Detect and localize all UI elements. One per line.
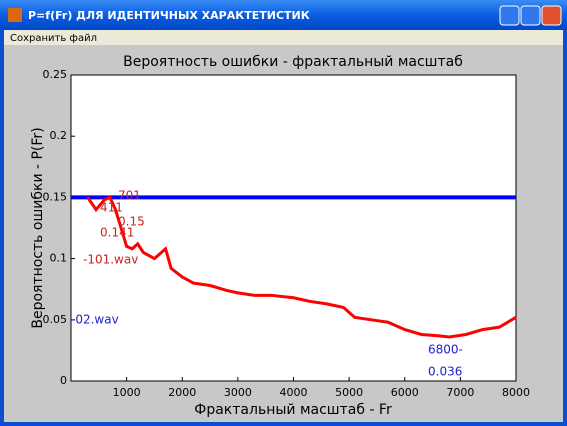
x-tick-label: 7000 bbox=[446, 386, 474, 399]
x-tick-label: 8000 bbox=[502, 386, 530, 399]
y-tick-label: 0.15 bbox=[43, 190, 68, 203]
x-tick-label: 3000 bbox=[224, 386, 252, 399]
y-tick-label: 0.25 bbox=[43, 68, 68, 81]
annotation: 701 bbox=[118, 189, 141, 203]
annotation: 0.141 bbox=[100, 226, 134, 240]
menu-item[interactable]: Сохранить файл bbox=[10, 33, 97, 44]
close-button[interactable] bbox=[541, 5, 562, 26]
minimize-button[interactable] bbox=[499, 5, 520, 26]
chart-title: Вероятность ошибки - фрактальный масштаб bbox=[123, 54, 463, 70]
x-axis-label: Фрактальный масштаб - Fr bbox=[194, 402, 392, 418]
annotation: -101.wav bbox=[83, 253, 138, 267]
annotation: -02.wav bbox=[71, 313, 119, 327]
x-tick-label: 5000 bbox=[335, 386, 363, 399]
annotation: 0.15 bbox=[118, 215, 145, 229]
x-tick-label: 4000 bbox=[280, 386, 308, 399]
plot-area bbox=[70, 74, 517, 382]
y-tick-label: 0.2 bbox=[50, 129, 68, 142]
x-tick-label: 2000 bbox=[168, 386, 196, 399]
annotation: 411 bbox=[100, 201, 123, 215]
annotation: 6800- bbox=[428, 343, 463, 357]
menu-bar bbox=[4, 30, 563, 45]
y-tick-label: 0.05 bbox=[43, 313, 68, 326]
x-tick-label: 6000 bbox=[391, 386, 419, 399]
maximize-button[interactable] bbox=[520, 5, 541, 26]
data-line bbox=[86, 195, 517, 339]
window-title: P=f(Fr) ДЛЯ ИДЕНТИЧНЫХ ХАРАКТЕТИСТИК bbox=[28, 9, 310, 22]
app-icon bbox=[8, 8, 22, 22]
x-tick-label: 1000 bbox=[113, 386, 141, 399]
y-axis-label: Вероятность ошибки - P(Fr) bbox=[30, 127, 46, 328]
annotation: 0.036 bbox=[428, 365, 462, 379]
title-bar bbox=[0, 0, 567, 30]
y-tick-label: 0 bbox=[60, 374, 67, 387]
y-tick-label: 0.1 bbox=[50, 252, 68, 265]
